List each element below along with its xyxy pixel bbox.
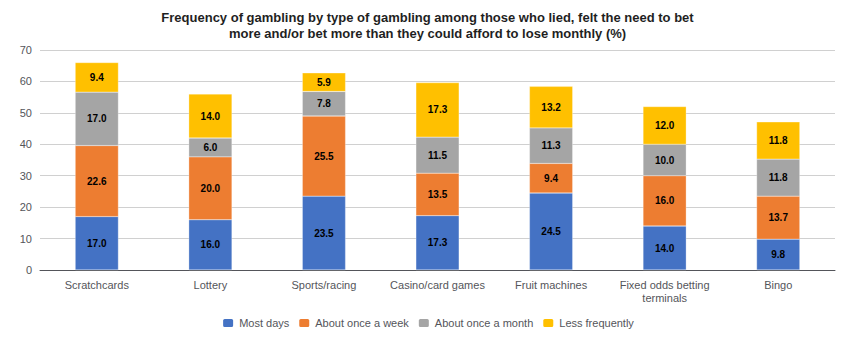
- svg-text:Less frequently: Less frequently: [559, 317, 634, 329]
- svg-text:7.8: 7.8: [317, 98, 331, 109]
- svg-text:9.4: 9.4: [544, 173, 558, 184]
- svg-text:Lottery: Lottery: [194, 279, 228, 291]
- svg-text:Casino/card games: Casino/card games: [390, 279, 485, 291]
- svg-text:20.0: 20.0: [201, 183, 221, 194]
- svg-text:Sports/racing: Sports/racing: [292, 279, 357, 291]
- svg-text:20: 20: [20, 201, 32, 213]
- svg-text:10.0: 10.0: [655, 155, 675, 166]
- svg-text:5.9: 5.9: [317, 77, 331, 88]
- svg-text:Fixed odds betting: Fixed odds betting: [620, 279, 710, 291]
- svg-text:60: 60: [20, 75, 32, 87]
- svg-text:40: 40: [20, 138, 32, 150]
- svg-text:About once a week: About once a week: [315, 317, 409, 329]
- svg-text:Most days: Most days: [239, 317, 290, 329]
- svg-text:Scratchcards: Scratchcards: [65, 279, 130, 291]
- svg-text:Bingo: Bingo: [764, 279, 792, 291]
- svg-text:13.5: 13.5: [428, 189, 448, 200]
- svg-text:About once a month: About once a month: [435, 317, 533, 329]
- svg-text:70: 70: [20, 44, 32, 56]
- svg-text:11.8: 11.8: [769, 135, 788, 146]
- svg-text:9.8: 9.8: [771, 249, 785, 260]
- svg-text:11.8: 11.8: [769, 172, 788, 183]
- svg-text:17.0: 17.0: [87, 238, 107, 249]
- svg-text:24.5: 24.5: [541, 226, 561, 237]
- svg-text:25.5: 25.5: [314, 151, 334, 162]
- svg-text:50: 50: [20, 107, 32, 119]
- svg-text:0: 0: [26, 264, 32, 276]
- svg-text:17.0: 17.0: [87, 113, 107, 124]
- svg-text:23.5: 23.5: [314, 228, 334, 239]
- svg-text:9.4: 9.4: [90, 72, 104, 83]
- svg-text:6.0: 6.0: [203, 142, 217, 153]
- svg-text:13.2: 13.2: [541, 102, 561, 113]
- svg-text:30: 30: [20, 170, 32, 182]
- svg-text:22.6: 22.6: [87, 176, 107, 187]
- svg-text:17.3: 17.3: [428, 104, 448, 115]
- svg-text:11.5: 11.5: [428, 150, 447, 161]
- svg-text:terminals: terminals: [642, 292, 687, 304]
- svg-text:Frequency of gambling by type: Frequency of gambling by type of gamblin…: [161, 10, 694, 25]
- svg-text:14.0: 14.0: [655, 243, 675, 254]
- svg-text:more and/or bet more than they: more and/or bet more than they could aff…: [229, 26, 626, 41]
- svg-text:17.3: 17.3: [428, 237, 448, 248]
- svg-text:13.7: 13.7: [768, 212, 788, 223]
- svg-text:16.0: 16.0: [201, 239, 221, 250]
- svg-text:10: 10: [20, 233, 32, 245]
- svg-text:16.0: 16.0: [655, 195, 675, 206]
- svg-text:11.3: 11.3: [542, 140, 561, 151]
- svg-text:14.0: 14.0: [201, 111, 221, 122]
- svg-text:12.0: 12.0: [655, 120, 675, 131]
- svg-text:Fruit machines: Fruit machines: [515, 279, 588, 291]
